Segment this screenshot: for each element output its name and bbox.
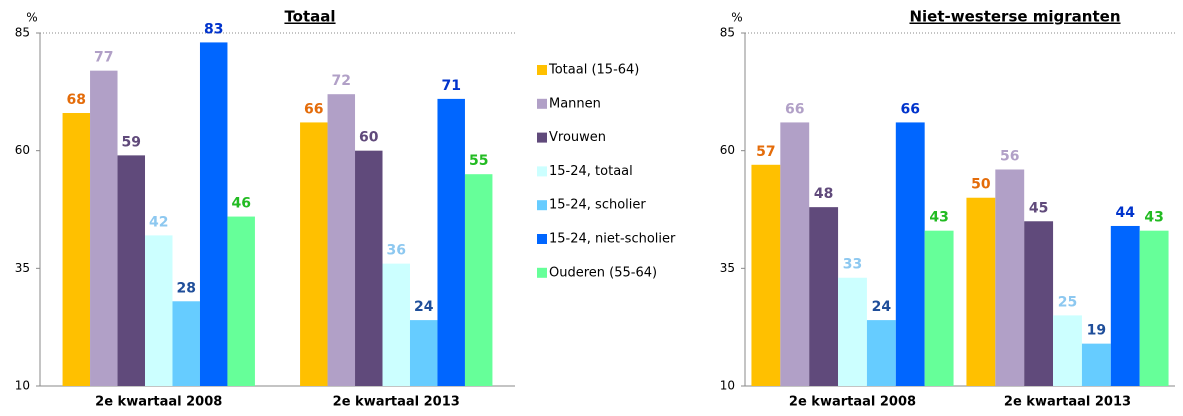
bar <box>751 164 781 386</box>
y-tick-label: 10 <box>720 379 735 393</box>
value-label: 66 <box>304 101 323 117</box>
value-label: 25 <box>1058 294 1077 310</box>
bar <box>409 320 438 386</box>
value-label: 43 <box>929 210 948 226</box>
y-tick-label: 85 <box>15 26 30 40</box>
value-label: 42 <box>149 214 168 230</box>
y-tick-label: 85 <box>720 26 735 40</box>
y-tick-label: 60 <box>15 143 30 157</box>
value-label: 59 <box>122 134 141 150</box>
value-label: 66 <box>901 101 920 117</box>
value-label: 57 <box>756 144 775 160</box>
value-label: 45 <box>1029 200 1048 216</box>
value-label: 24 <box>872 299 892 315</box>
value-label: 28 <box>176 280 195 296</box>
legend-label: Mannen <box>549 96 601 111</box>
value-label: 55 <box>469 153 488 169</box>
value-label: 72 <box>332 73 351 89</box>
legend-swatch <box>537 65 547 75</box>
bar <box>90 70 118 387</box>
bar <box>780 122 810 386</box>
bar <box>172 301 200 386</box>
legend-label: 15-24, totaal <box>549 164 633 179</box>
value-label: 46 <box>231 196 250 212</box>
legend-label: 15-24, scholier <box>549 198 646 213</box>
value-label: 71 <box>441 78 460 94</box>
x-tick-label: 2e kwartaal 2013 <box>1004 395 1131 410</box>
chart-title: Totaal <box>284 8 335 26</box>
value-label: 36 <box>387 243 406 259</box>
legend-swatch <box>537 267 547 278</box>
bar <box>300 122 328 386</box>
y-axis-label: % <box>731 11 742 25</box>
bar <box>227 216 255 386</box>
y-axis-label: % <box>26 11 37 25</box>
bar <box>866 320 896 386</box>
legend-swatch <box>537 234 547 244</box>
value-label: 33 <box>843 257 862 273</box>
bar <box>117 155 146 386</box>
bar <box>809 207 839 386</box>
bar <box>327 94 356 386</box>
chart-title: Niet-westerse migranten <box>909 8 1120 26</box>
value-label: 50 <box>971 177 991 193</box>
bar <box>966 197 996 386</box>
legend-swatch <box>537 200 547 211</box>
value-label: 83 <box>204 21 223 37</box>
legend-label: 15-24, niet-scholier <box>549 232 676 247</box>
bar <box>62 113 91 386</box>
bar <box>1053 315 1082 386</box>
bar <box>382 263 410 386</box>
legend-label: Ouderen (55-64) <box>549 265 657 280</box>
bar <box>355 150 383 386</box>
y-tick-label: 35 <box>15 261 30 275</box>
value-label: 60 <box>359 130 379 146</box>
value-label: 56 <box>1000 148 1019 164</box>
bar <box>895 122 925 386</box>
bar <box>199 42 228 387</box>
x-tick-label: 2e kwartaal 2008 <box>789 395 916 410</box>
value-label: 48 <box>814 186 833 202</box>
y-tick-label: 35 <box>720 261 735 275</box>
value-label: 68 <box>67 92 86 108</box>
bar <box>1110 225 1140 386</box>
bar <box>464 174 493 386</box>
x-tick-label: 2e kwartaal 2008 <box>95 395 222 410</box>
bar <box>1081 343 1111 386</box>
legend-swatch <box>537 98 547 109</box>
bar <box>1024 221 1054 386</box>
value-label: 44 <box>1116 205 1136 221</box>
legend-label: Vrouwen <box>549 130 606 145</box>
bar <box>437 98 465 386</box>
x-tick-label: 2e kwartaal 2013 <box>333 395 460 410</box>
value-label: 77 <box>94 50 113 66</box>
value-label: 24 <box>414 299 434 315</box>
bar <box>924 230 954 386</box>
y-tick-label: 60 <box>720 143 735 157</box>
bar <box>838 277 867 386</box>
value-label: 66 <box>785 101 804 117</box>
legend-swatch <box>537 132 547 143</box>
legend-label: Totaal (15-64) <box>548 63 639 78</box>
bar <box>145 235 173 386</box>
bar <box>1139 230 1169 386</box>
legend-swatch <box>537 166 547 177</box>
bar <box>995 169 1025 386</box>
value-label: 43 <box>1144 210 1163 226</box>
y-tick-label: 10 <box>15 379 30 393</box>
value-label: 19 <box>1087 323 1106 339</box>
